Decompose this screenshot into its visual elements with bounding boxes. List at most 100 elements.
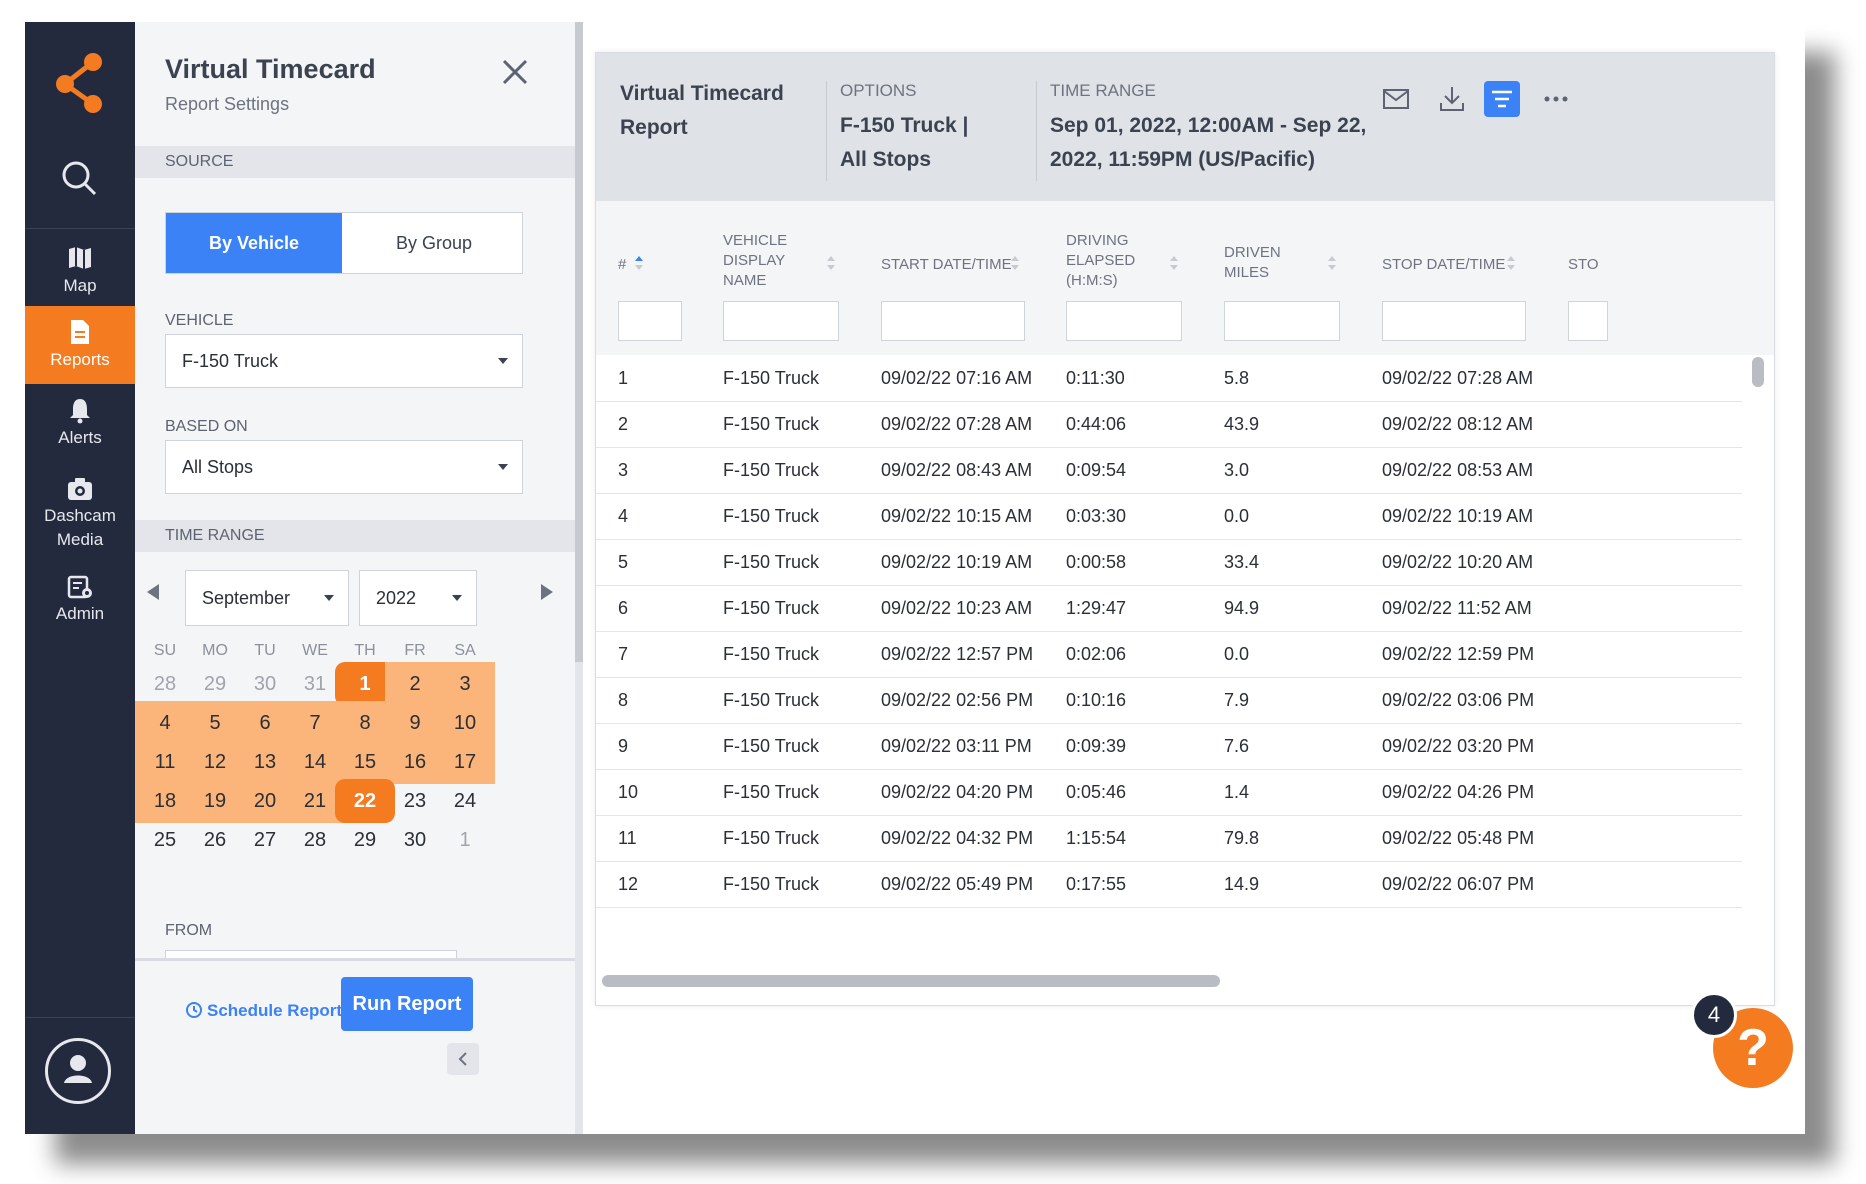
calendar-day[interactable]: 3	[435, 662, 495, 706]
table-row[interactable]: 9 F-150 Truck 09/02/22 03:11 PM 0:09:39 7.6 0…	[596, 723, 1742, 770]
sort-asc-icon[interactable]	[634, 253, 644, 273]
calendar-day[interactable]: 27	[253, 829, 277, 851]
column-header-start[interactable]: START DATE/TIME	[881, 256, 1012, 273]
table-cell: 79.8	[1224, 828, 1260, 848]
panel-scrollbar[interactable]	[575, 22, 583, 1134]
chevron-left-icon[interactable]	[447, 1043, 479, 1075]
sort-icon[interactable]	[1169, 253, 1179, 273]
camera-icon	[68, 478, 92, 500]
based-on-select[interactable]: All Stops	[165, 440, 523, 494]
sort-icon[interactable]	[1327, 253, 1337, 273]
weekday-label: SU	[153, 642, 177, 659]
nav-item-reports[interactable]: Reports	[25, 306, 135, 384]
table-cell: 09/02/22 04:26 PM	[1382, 782, 1535, 802]
search-icon[interactable]	[55, 154, 105, 204]
table-row[interactable]: 1 F-150 Truck 09/02/22 07:16 AM 0:11:30 5.8 0…	[596, 355, 1742, 402]
filter-input-driving-elapsed[interactable]	[1066, 301, 1182, 341]
panel-scrollbar-thumb[interactable]	[575, 22, 583, 662]
table-cell: 09/02/22 10:15 AM	[881, 506, 1033, 526]
calendar-day[interactable]: 30	[403, 829, 427, 851]
download-icon[interactable]	[1434, 81, 1470, 117]
user-avatar[interactable]	[45, 1038, 111, 1104]
calendar-day[interactable]: 29	[203, 673, 227, 695]
table-row[interactable]: 4 F-150 Truck 09/02/22 10:15 AM 0:03:30 0.0 0…	[596, 493, 1742, 540]
filter-input-vehicle[interactable]	[723, 301, 839, 341]
table-cell: 0:44:06	[1066, 414, 1127, 434]
vertical-scrollbar-thumb[interactable]	[1752, 357, 1764, 387]
help-button[interactable]: ?	[1713, 1008, 1793, 1088]
report-settings-panel: Virtual Timecard Report Settings SOURCE …	[135, 22, 583, 1134]
email-icon[interactable]	[1378, 81, 1414, 117]
vehicle-select[interactable]: F-150 Truck	[165, 334, 523, 388]
calendar-day[interactable]: 28	[303, 829, 327, 851]
table-row[interactable]: 7 F-150 Truck 09/02/22 12:57 PM 0:02:06 0.0 0…	[596, 631, 1742, 678]
calendar-day[interactable]: 31	[303, 673, 327, 695]
filter-icon[interactable]	[1484, 81, 1520, 117]
filter-input-start[interactable]	[881, 301, 1025, 341]
table-row[interactable]: 6 F-150 Truck 09/02/22 10:23 AM 1:29:47 94.9…	[596, 585, 1742, 632]
calendar-day[interactable]: 10	[435, 701, 495, 745]
more-options-icon[interactable]	[1538, 81, 1574, 117]
calendar-day[interactable]: 25	[153, 829, 177, 851]
table-cell: 1	[618, 368, 629, 388]
calendar-day[interactable]: 23	[403, 790, 427, 812]
table-cell: F-150 Truck	[723, 414, 820, 434]
table-cell: 5	[618, 552, 629, 572]
month-select[interactable]: September	[185, 570, 349, 626]
table-row[interactable]: 8 F-150 Truck 09/02/22 02:56 PM 0:10:16 7.9 0…	[596, 677, 1742, 724]
weekday-label: FR	[404, 642, 426, 659]
column-header-number[interactable]: #	[618, 256, 627, 273]
table-row[interactable]: 3 F-150 Truck 09/02/22 08:43 AM 0:09:54 3.0 0…	[596, 447, 1742, 494]
close-icon[interactable]	[499, 56, 531, 88]
prev-month-icon[interactable]	[147, 584, 159, 600]
table-row[interactable]: 2 F-150 Truck 09/02/22 07:28 AM 0:44:06 43.9…	[596, 401, 1742, 448]
chevron-down-icon	[452, 595, 462, 601]
calendar-day[interactable]: 24	[453, 790, 477, 812]
by-group-button[interactable]: By Group	[395, 233, 473, 253]
table-cell: 0:09:39	[1066, 736, 1127, 756]
nav-item-admin[interactable]: Admin	[25, 562, 135, 642]
filter-input-truncated[interactable]	[1568, 301, 1608, 341]
calendar-day[interactable]: 1	[459, 829, 471, 851]
table-cell: 0:10:16	[1066, 690, 1127, 710]
calendar-day[interactable]: 17	[435, 740, 495, 784]
column-header-driven-miles[interactable]: DRIVEN MILES	[1224, 244, 1281, 281]
nav-item-alerts[interactable]: Alerts	[25, 384, 135, 462]
column-header-driving-elapsed[interactable]: DRIVING ELAPSED (H:M:S)	[1066, 232, 1136, 289]
column-header-truncated[interactable]: STO	[1568, 256, 1599, 273]
sort-icon[interactable]	[1010, 253, 1020, 273]
horizontal-scrollbar-thumb[interactable]	[602, 975, 1220, 987]
filter-input-driven-miles[interactable]	[1224, 301, 1340, 341]
table-row[interactable]: 10 F-150 Truck 09/02/22 04:20 PM 0:05:46 1.4…	[596, 769, 1742, 816]
calendar-day[interactable]: 28	[153, 673, 177, 695]
sort-icon[interactable]	[1506, 253, 1516, 273]
table-row[interactable]: 5 F-150 Truck 09/02/22 10:19 AM 0:00:58 33.4…	[596, 539, 1742, 586]
table-cell: F-150 Truck	[723, 552, 820, 572]
table-vertical-scrollbar[interactable]	[1750, 355, 1766, 915]
calendar-day[interactable]: 30	[253, 673, 277, 695]
panel-title: Virtual Timecard	[165, 54, 376, 84]
sort-icon[interactable]	[826, 253, 836, 273]
filter-input-number[interactable]	[618, 301, 682, 341]
run-report-button[interactable]: Run Report	[341, 977, 473, 1031]
table-cell: 7	[618, 644, 629, 664]
nav-item-map[interactable]: Map	[25, 234, 135, 328]
table-row[interactable]: 11 F-150 Truck 09/02/22 04:32 PM 1:15:54 79.…	[596, 815, 1742, 862]
calendar-day[interactable]: 29	[353, 829, 377, 851]
table-cell: 09/02/22 05:48 PM	[1382, 828, 1535, 848]
logo-icon[interactable]	[53, 50, 107, 114]
schedule-report-link[interactable]: Schedule Report	[185, 1001, 342, 1021]
table-horizontal-scrollbar[interactable]	[596, 971, 1774, 991]
column-header-stop[interactable]: STOP DATE/TIME	[1382, 256, 1506, 273]
next-month-icon[interactable]	[541, 584, 553, 600]
table-cell: 09/02/22 03:20 PM	[1382, 736, 1535, 756]
filter-input-stop[interactable]	[1382, 301, 1526, 341]
column-header-vehicle[interactable]: VEHICLE DISPLAY NAME	[723, 232, 788, 289]
by-vehicle-button[interactable]: By Vehicle	[166, 213, 342, 273]
source-toggle: By Vehicle By Group	[165, 212, 523, 274]
calendar-day[interactable]: 26	[203, 829, 227, 851]
calendar-day[interactable]: 22	[335, 779, 395, 823]
nav-item-dashcam-media[interactable]: Dashcam Media	[25, 462, 135, 562]
table-row[interactable]: 12 F-150 Truck 09/02/22 05:49 PM 0:17:55 14.…	[596, 861, 1742, 908]
year-select[interactable]: 2022	[359, 570, 477, 626]
